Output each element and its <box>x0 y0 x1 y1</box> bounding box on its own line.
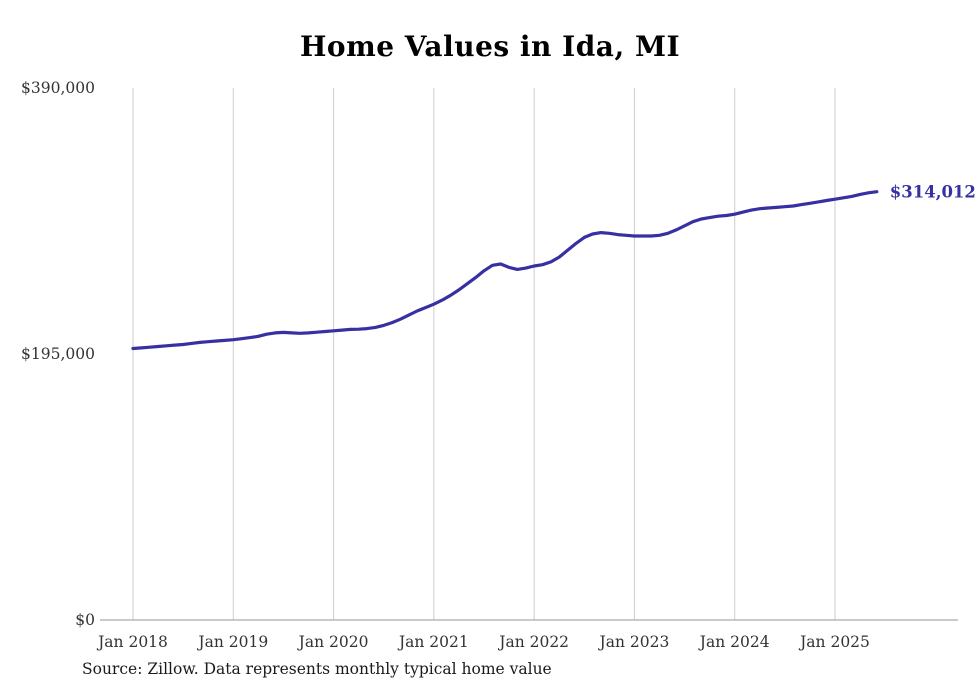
x-axis-tick-label: Jan 2021 <box>397 633 469 651</box>
x-axis-tick-label: Jan 2019 <box>196 633 268 651</box>
y-axis-tick-label: $0 <box>75 611 95 629</box>
home-value-line <box>131 190 879 351</box>
x-axis-tick-label: Jan 2018 <box>96 633 168 651</box>
y-axis-tick-label: $390,000 <box>21 79 95 97</box>
x-axis-tick-label: Jan 2023 <box>598 633 670 651</box>
chart-title: Home Values in Ida, MI <box>299 30 681 63</box>
x-axis-tick-label: Jan 2022 <box>497 633 569 651</box>
end-value-label: $314,012 <box>890 183 976 202</box>
x-axis-tick-label: Jan 2020 <box>297 633 369 651</box>
y-axis-tick-label: $195,000 <box>21 345 95 363</box>
x-axis-tick-label: Jan 2024 <box>698 633 770 651</box>
x-axis-tick-label: Jan 2025 <box>798 633 870 651</box>
source-note: Source: Zillow. Data represents monthly … <box>82 660 552 678</box>
